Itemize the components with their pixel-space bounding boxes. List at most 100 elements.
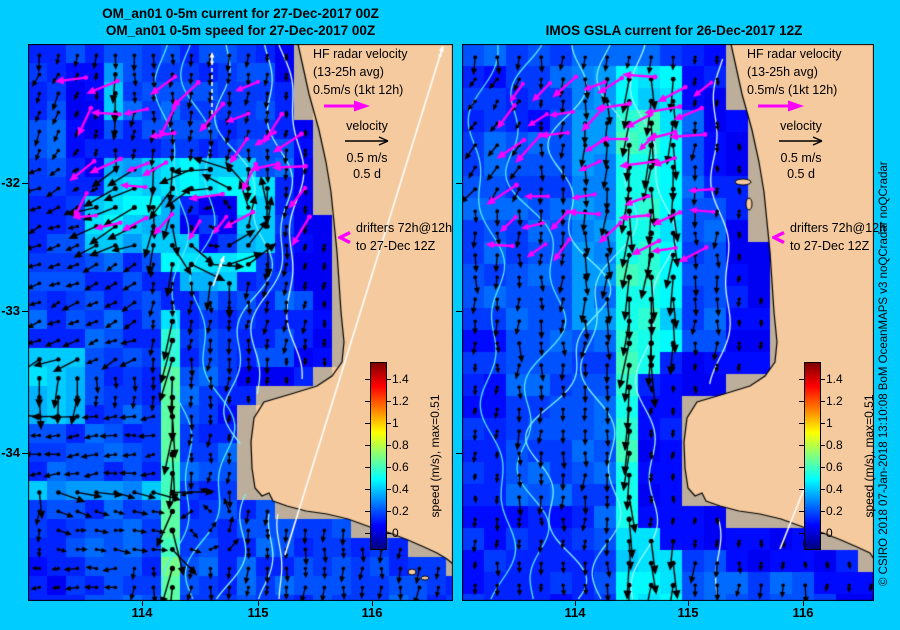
colorbar-tick [799, 466, 804, 468]
colorbar-tick [365, 488, 370, 490]
x-axis-label: 116 [792, 605, 814, 620]
speed-colorbar: speed (m/s), max=0.51 1.4 1.2 1 0.8 0.6 0.4 0.… [365, 362, 442, 550]
colorbar-label: speed (m/s), max=0.51 [862, 394, 876, 518]
x-axis-tick [688, 601, 689, 606]
colorbar-tick [820, 510, 825, 512]
colorbar-tick [386, 510, 391, 512]
colorbar-tick [820, 423, 825, 425]
colorbar-tick-label: 1 [826, 416, 833, 431]
colorbar-tick-label: 1.2 [826, 394, 843, 409]
colorbar-tick-label: 0.6 [392, 459, 409, 474]
speed-colorbar: speed (m/s), max=0.51 1.4 1.2 1 0.8 0.6 0.4 0.… [799, 362, 876, 550]
drifter-marker-icon [772, 231, 785, 244]
velocity-legend: velocity 0.5 m/s 0.5 d [749, 118, 853, 182]
hf-radar-arrow-icon [758, 100, 804, 112]
colorbar-tick-label: 1.2 [392, 394, 409, 409]
credit-text: © CSIRO 2018 07-Jan-2018 13:10:08 BoM Oc… [878, 161, 890, 586]
colorbar-tick-label: 0.8 [826, 438, 843, 453]
colorbar-tick [820, 401, 825, 403]
y-axis-tick [22, 311, 28, 312]
colorbar-tick [820, 379, 825, 381]
y-axis-tick [456, 453, 462, 454]
velocity-legend-speed: 0.5 m/s [346, 151, 388, 165]
velocity-arrow-icon [779, 136, 823, 146]
colorbar-tick [365, 466, 370, 468]
colorbar-tick [386, 401, 391, 403]
colorbar-tick [799, 379, 804, 381]
y-axis-tick [22, 453, 28, 454]
x-axis-label: 115 [247, 605, 269, 620]
colorbar-tick-label: 0.4 [826, 481, 843, 496]
velocity-legend-label: velocity [780, 119, 822, 133]
colorbar-tick [799, 488, 804, 490]
colorbar-tick [365, 510, 370, 512]
colorbar-tick-label: 1.4 [826, 372, 843, 387]
colorbar-tick [799, 401, 804, 403]
hf-legend-line1: HF radar velocity [747, 47, 842, 61]
velocity-arrow-icon [345, 136, 389, 146]
colorbar-tick-label: 0 [392, 525, 399, 540]
hf-legend-line2: (13-25h avg) [313, 65, 384, 79]
hf-radar-arrow-icon [324, 100, 370, 112]
colorbar-tick [386, 466, 391, 468]
colorbar-tick-label: 0.6 [826, 459, 843, 474]
x-axis-label: 116 [361, 605, 383, 620]
x-axis-tick [372, 601, 373, 606]
y-axis-tick [456, 183, 462, 184]
y-axis-label: -32 [1, 175, 20, 190]
colorbar-tick [365, 445, 370, 447]
right-panel-title: IMOS GSLA current for 26-Dec-2017 12Z [468, 22, 880, 39]
y-axis-tick [22, 183, 28, 184]
velocity-legend-time: 0.5 d [787, 167, 815, 181]
drifters-legend-line1: drifters 72h@12h [790, 221, 887, 235]
x-axis-label: 114 [564, 605, 586, 620]
colorbar-tick [799, 532, 804, 534]
colorbar-tick [820, 445, 825, 447]
hf-legend-line2: (13-25h avg) [747, 65, 818, 79]
colorbar-tick [386, 423, 391, 425]
colorbar-tick [799, 445, 804, 447]
drifters-legend-line2: to 27-Dec 12Z [790, 239, 870, 253]
colorbar-tick [365, 379, 370, 381]
left-title-line1: OM_an01 0-5m current for 27-Dec-2017 00Z [102, 6, 379, 21]
hf-radar-legend: HF radar velocity (13-25h avg) 0.5m/s (1… [313, 45, 473, 113]
drifters-legend-line2: to 27-Dec 12Z [356, 239, 436, 253]
colorbar-tick [386, 379, 391, 381]
colorbar-tick-label: 0.8 [392, 438, 409, 453]
velocity-legend-speed: 0.5 m/s [780, 151, 822, 165]
colorbar-tick-label: 0 [826, 525, 833, 540]
map-panel-model: HF radar velocity (13-25h avg) 0.5m/s (1… [28, 44, 453, 601]
x-axis-label: 115 [677, 605, 699, 620]
colorbar-tick [820, 466, 825, 468]
x-axis-tick [142, 601, 143, 606]
hf-radar-legend: HF radar velocity (13-25h avg) 0.5m/s (1… [747, 45, 900, 113]
hf-legend-line1: HF radar velocity [313, 47, 408, 61]
x-axis-tick [575, 601, 576, 606]
map-panel-gsla: HF radar velocity (13-25h avg) 0.5m/s (1… [462, 44, 886, 601]
velocity-legend: velocity 0.5 m/s 0.5 d [315, 118, 419, 182]
drifters-legend: drifters 72h@12h to 27-Dec 12Z [772, 219, 900, 255]
x-axis-tick [803, 601, 804, 606]
hf-legend-line3: 0.5m/s (1kt 12h) [747, 83, 838, 97]
colorbar-tick-label: 1 [392, 416, 399, 431]
colorbar-tick-label: 1.4 [392, 372, 409, 387]
x-axis-label: 114 [131, 605, 153, 620]
colorbar-tick [365, 532, 370, 534]
drifter-marker-icon [338, 231, 351, 244]
left-title-line2: OM_an01 0-5m speed for 27-Dec-2017 00Z [105, 23, 376, 38]
velocity-legend-time: 0.5 d [353, 167, 381, 181]
colorbar-tick [365, 423, 370, 425]
y-axis-label: -34 [1, 445, 20, 460]
y-axis-tick [456, 311, 462, 312]
colorbar-tick-label: 0.2 [826, 503, 843, 518]
colorbar-tick [386, 445, 391, 447]
colorbar-tick [799, 510, 804, 512]
colorbar-tick-label: 0.4 [392, 481, 409, 496]
velocity-legend-label: velocity [346, 119, 388, 133]
colorbar-tick [365, 401, 370, 403]
colorbar-label: speed (m/s), max=0.51 [428, 394, 442, 518]
colorbar-tick [820, 532, 825, 534]
colorbar-tick [820, 488, 825, 490]
drifters-legend: drifters 72h@12h to 27-Dec 12Z [338, 219, 506, 255]
